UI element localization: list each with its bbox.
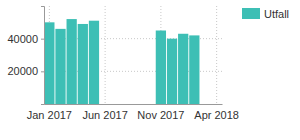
tick-mark (41, 39, 44, 40)
tick: 20000 (7, 65, 44, 77)
tick: Jan 2017 (27, 104, 72, 121)
grid-line (216, 6, 217, 104)
bars (44, 19, 199, 104)
bar (167, 39, 177, 104)
x-axis: Jan 2017 Jun 2017 Nov 2017 Apr 2018 (27, 104, 239, 121)
legend: Utfall (242, 8, 289, 20)
bar (156, 31, 166, 105)
grid-line (105, 6, 106, 104)
bar (78, 24, 88, 104)
tick: Nov 2017 (137, 104, 184, 121)
grid (44, 6, 222, 104)
legend-swatch (242, 8, 260, 19)
tick-label: 40000 (7, 33, 38, 45)
bar (44, 22, 54, 104)
legend-item: Utfall (242, 8, 289, 20)
bar (89, 21, 99, 104)
chart: 20000 40000 Jan 2017 Jun 2017 Nov 2017 Apr 20… (0, 0, 300, 140)
tick-label: Apr 2018 (194, 109, 239, 121)
y-axis: 20000 40000 (7, 7, 44, 105)
tick-label: Nov 2017 (137, 109, 184, 121)
bar (55, 29, 65, 104)
tick: 40000 (7, 33, 44, 45)
tick-label: Jan 2017 (27, 109, 72, 121)
tick: Jun 2017 (82, 104, 127, 121)
bar (178, 34, 188, 104)
tick-mark (41, 71, 44, 72)
bar (189, 35, 199, 104)
axis-line (41, 7, 45, 105)
bar (67, 19, 77, 104)
plot: 20000 40000 Jan 2017 Jun 2017 Nov 2017 Apr 20… (7, 6, 239, 121)
tick-label: Jun 2017 (82, 109, 127, 121)
tick-label: 20000 (7, 65, 38, 77)
axis-line (45, 104, 223, 105)
legend-label: Utfall (264, 8, 289, 20)
tick: Apr 2018 (194, 104, 239, 121)
